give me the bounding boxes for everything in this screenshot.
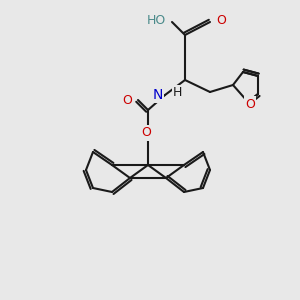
Text: O: O <box>122 94 132 106</box>
Text: O: O <box>216 14 226 26</box>
Text: N: N <box>153 88 163 102</box>
Text: H: H <box>173 86 182 100</box>
Text: O: O <box>141 127 151 140</box>
Text: O: O <box>245 98 255 110</box>
Text: HO: HO <box>147 14 166 26</box>
